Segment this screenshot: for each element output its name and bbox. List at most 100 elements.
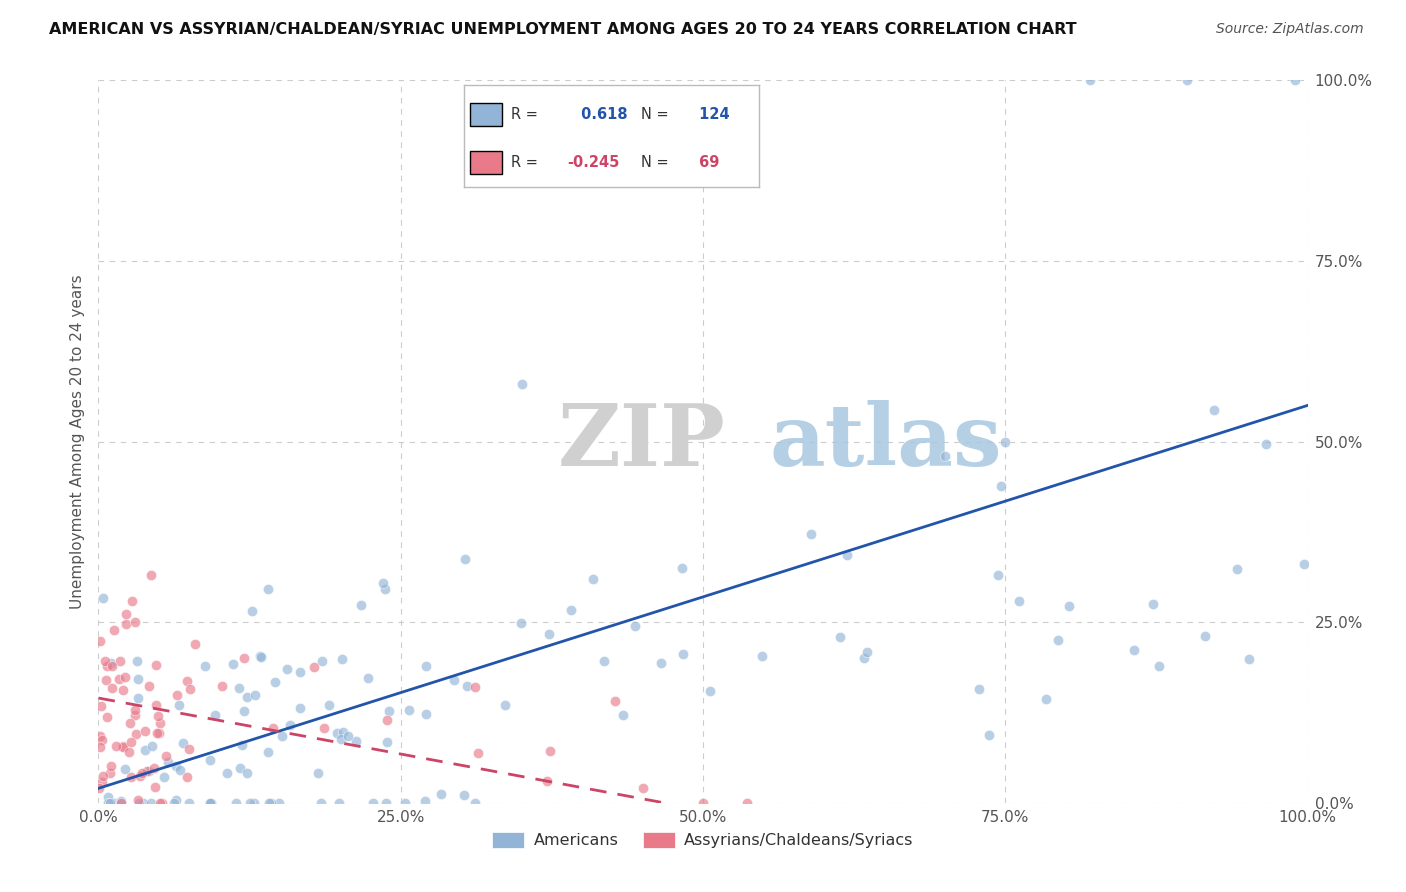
Point bbox=[167, 698, 190, 712]
Point bbox=[699, 684, 721, 698]
Point bbox=[837, 548, 859, 562]
Point bbox=[751, 649, 773, 664]
Point bbox=[176, 770, 198, 784]
Point bbox=[1123, 642, 1146, 657]
Point bbox=[165, 792, 187, 806]
Point bbox=[112, 739, 135, 753]
Point bbox=[311, 653, 333, 667]
Point bbox=[101, 681, 124, 695]
Text: 124: 124 bbox=[695, 107, 730, 122]
Point bbox=[232, 651, 254, 665]
Point bbox=[110, 796, 132, 810]
Point bbox=[1142, 597, 1164, 611]
Text: AMERICAN VS ASSYRIAN/CHALDEAN/SYRIAC UNEMPLOYMENT AMONG AGES 20 TO 24 YEARS CORR: AMERICAN VS ASSYRIAN/CHALDEAN/SYRIAC UNE… bbox=[49, 22, 1077, 37]
Point bbox=[125, 727, 148, 741]
Point bbox=[1046, 632, 1069, 647]
Point bbox=[264, 675, 287, 690]
Point bbox=[582, 573, 605, 587]
Point bbox=[120, 771, 142, 785]
Point bbox=[430, 787, 453, 801]
Point bbox=[1204, 403, 1226, 417]
Point bbox=[249, 649, 271, 664]
Point bbox=[853, 651, 876, 665]
Point bbox=[631, 781, 654, 796]
Point bbox=[150, 796, 173, 810]
Text: atlas: atlas bbox=[769, 400, 1002, 483]
Point bbox=[494, 698, 516, 712]
Point bbox=[146, 726, 169, 740]
Point bbox=[969, 682, 991, 697]
Point bbox=[100, 765, 122, 780]
Point bbox=[124, 703, 146, 717]
Point bbox=[307, 765, 329, 780]
Point bbox=[979, 728, 1001, 742]
Point bbox=[243, 688, 266, 702]
Point bbox=[538, 744, 561, 758]
Point bbox=[134, 742, 156, 756]
Point bbox=[153, 770, 176, 784]
Point bbox=[108, 673, 131, 687]
Point bbox=[312, 721, 335, 735]
Point bbox=[91, 591, 114, 606]
Point bbox=[229, 761, 252, 775]
Point bbox=[1147, 659, 1170, 673]
Point bbox=[120, 735, 142, 749]
Point bbox=[110, 654, 132, 668]
Point bbox=[121, 594, 143, 608]
Point bbox=[510, 376, 533, 391]
Point bbox=[375, 735, 398, 749]
Point bbox=[1175, 73, 1198, 87]
Point bbox=[172, 735, 194, 749]
Point bbox=[361, 796, 384, 810]
Point bbox=[90, 775, 112, 789]
Point bbox=[127, 672, 149, 686]
Point bbox=[211, 679, 233, 693]
Point bbox=[148, 726, 170, 740]
Point bbox=[222, 657, 245, 672]
Point bbox=[139, 568, 162, 582]
Point bbox=[138, 680, 160, 694]
Y-axis label: Unemployment Among Ages 20 to 24 years: Unemployment Among Ages 20 to 24 years bbox=[69, 274, 84, 609]
Text: R =: R = bbox=[512, 107, 538, 122]
Point bbox=[194, 659, 217, 673]
Point bbox=[156, 755, 179, 769]
Point bbox=[994, 434, 1017, 449]
Point bbox=[271, 729, 294, 743]
Point bbox=[257, 796, 280, 810]
Point bbox=[240, 604, 263, 618]
Point bbox=[373, 576, 395, 591]
Point bbox=[177, 741, 200, 756]
Point bbox=[454, 552, 477, 566]
Point bbox=[262, 721, 284, 735]
Point bbox=[828, 630, 851, 644]
Point bbox=[103, 623, 125, 637]
Point bbox=[260, 796, 283, 810]
Point bbox=[177, 796, 200, 810]
Point bbox=[510, 615, 533, 630]
Point bbox=[990, 479, 1012, 493]
Point bbox=[378, 704, 401, 718]
Point bbox=[124, 708, 146, 723]
Point bbox=[328, 796, 350, 810]
Point bbox=[166, 688, 188, 702]
Point bbox=[1078, 73, 1101, 87]
Point bbox=[231, 738, 253, 752]
Point bbox=[145, 698, 167, 713]
Point bbox=[89, 739, 111, 754]
Point bbox=[204, 707, 226, 722]
Point bbox=[1294, 557, 1316, 571]
Text: -0.245: -0.245 bbox=[568, 155, 620, 170]
FancyBboxPatch shape bbox=[470, 103, 502, 126]
Point bbox=[357, 672, 380, 686]
Point bbox=[236, 766, 259, 780]
Point bbox=[398, 703, 420, 717]
Point bbox=[115, 607, 138, 622]
Point bbox=[149, 796, 172, 810]
Point bbox=[124, 615, 146, 630]
Point bbox=[232, 704, 254, 718]
Point bbox=[326, 726, 349, 740]
Point bbox=[91, 769, 114, 783]
Point bbox=[131, 766, 153, 780]
Point bbox=[228, 681, 250, 696]
Point bbox=[163, 796, 186, 810]
